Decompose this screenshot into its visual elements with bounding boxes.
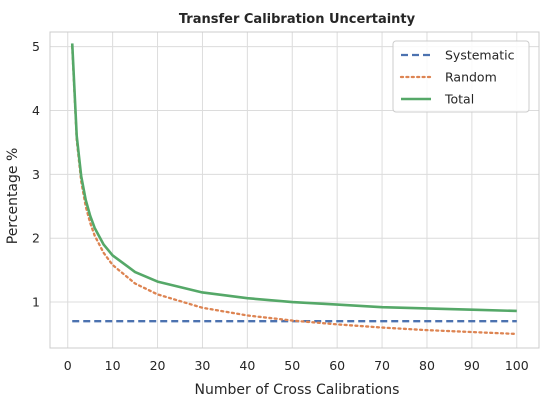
x-tick-label: 80: [419, 358, 435, 373]
x-tick-label: 40: [239, 358, 255, 373]
legend-box: [392, 40, 530, 113]
y-tick-label: 5: [32, 39, 40, 54]
chart-title: Transfer Calibration Uncertainty: [179, 12, 416, 27]
x-tick-label: 60: [329, 358, 345, 373]
y-axis-label: Percentage %: [5, 148, 21, 245]
legend-label-random: Random: [445, 70, 497, 85]
y-tick-label: 4: [32, 103, 40, 118]
x-tick-label: 10: [105, 358, 121, 373]
x-tick-label: 100: [505, 358, 529, 373]
legend-label-systematic: Systematic: [445, 48, 515, 63]
x-tick-label: 50: [284, 358, 300, 373]
tick-labels: 0 10 20 30 40 50 60 70 80 90 100 1 2 3 4 5: [32, 39, 529, 373]
plot-frame: [49, 31, 540, 349]
x-tick-label: 90: [464, 358, 480, 373]
x-tick-label: 0: [64, 358, 72, 373]
y-tick-label: 1: [32, 295, 40, 310]
x-tick-label: 70: [374, 358, 390, 373]
x-axis-label: Number of Cross Calibrations: [195, 382, 400, 398]
x-tick-label: 30: [194, 358, 210, 373]
x-tick-label: 20: [150, 358, 166, 373]
series-lines: [70, 43, 518, 336]
series-line-random: [71, 45, 518, 336]
y-tick-label: 3: [32, 167, 40, 182]
legend-label-total: Total: [444, 92, 474, 107]
legend: Systematic Random Total: [392, 40, 530, 113]
series-line-total: [70, 43, 517, 313]
y-tick-label: 2: [32, 231, 40, 246]
